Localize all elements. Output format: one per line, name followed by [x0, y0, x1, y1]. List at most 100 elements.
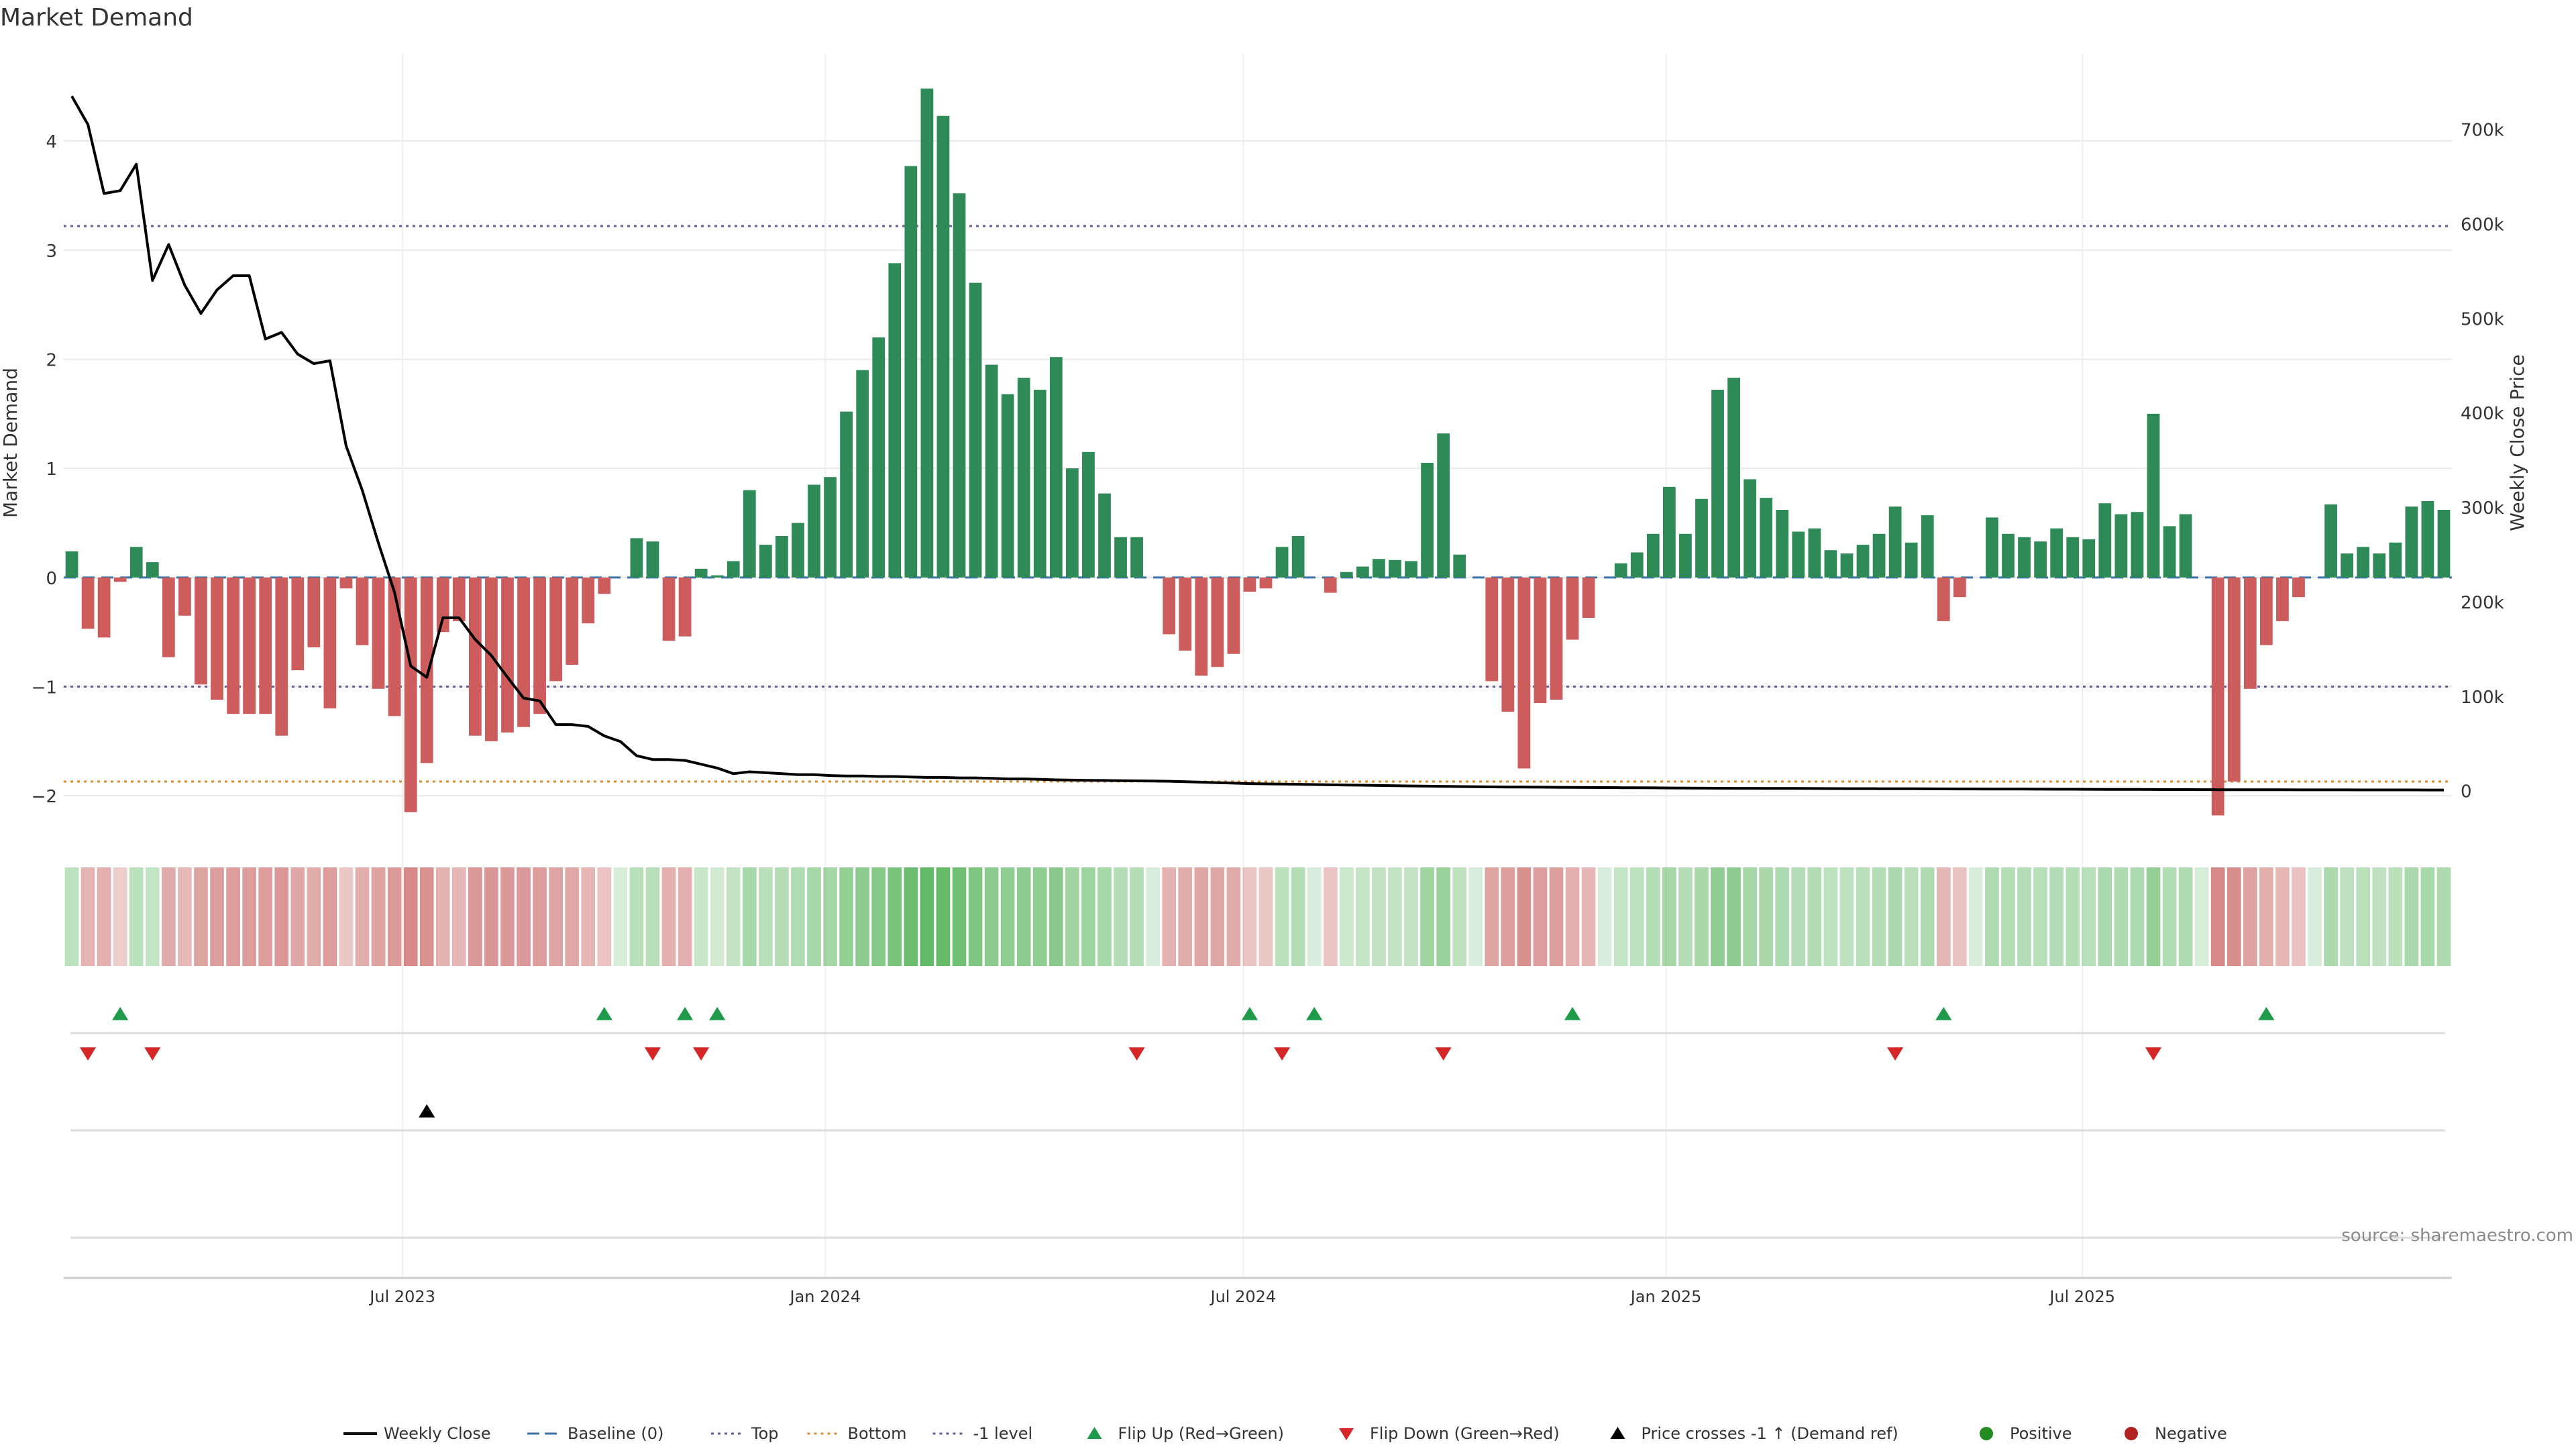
- heat-cell-negative: [1258, 867, 1273, 966]
- heat-cell-positive: [1032, 867, 1047, 966]
- weekly-close-line: [70, 95, 2444, 792]
- weekly-close-line-layer: [70, 95, 2444, 792]
- demand-bar-negative: [227, 577, 239, 714]
- demand-bar-positive: [1904, 542, 1918, 578]
- demand-bar-positive: [1808, 528, 1821, 578]
- heat-cell-positive: [1291, 867, 1305, 966]
- demand-bar-positive: [1453, 554, 1466, 578]
- x-tick-label: Jul 2024: [1210, 1287, 1277, 1306]
- heat-cell-positive: [2001, 867, 2015, 966]
- demand-bar-negative: [1534, 577, 1547, 703]
- heat-cell-negative: [1194, 867, 1209, 966]
- demand-bar-positive: [2002, 533, 2015, 578]
- x-tick-label: Jan 2025: [1629, 1287, 1702, 1306]
- demand-bar-negative: [404, 577, 417, 812]
- demand-bar-positive: [1662, 486, 1676, 578]
- heat-cell-positive: [1662, 867, 1676, 966]
- heat-cell-positive: [1646, 867, 1660, 966]
- demand-bar-negative: [517, 577, 530, 727]
- heat-cell-negative: [451, 867, 466, 966]
- demand-bar-negative: [97, 577, 111, 638]
- heat-cell-positive: [2372, 867, 2387, 966]
- legend-label: Negative: [2155, 1424, 2227, 1443]
- demand-bar-positive: [1888, 506, 1902, 578]
- heat-cell-positive: [2404, 867, 2419, 966]
- demand-bar-positive: [1727, 378, 1740, 578]
- demand-bar-positive: [2082, 539, 2096, 578]
- legend-symbol-circle: [1980, 1427, 1993, 1440]
- flip-down-marker: [1273, 1047, 1291, 1061]
- heat-cell-negative: [242, 867, 256, 966]
- demand-bar-positive: [1711, 390, 1724, 578]
- y-axis-label-left: Market Demand: [0, 368, 21, 518]
- flip-down-marker: [1128, 1047, 1145, 1061]
- heat-cell-negative: [323, 867, 337, 966]
- heat-cell-negative: [581, 867, 596, 966]
- demand-bar-negative: [468, 577, 482, 736]
- demand-bar-negative: [243, 577, 256, 714]
- y-tick-label-left: 1: [46, 460, 57, 480]
- chart-legend: Weekly Close Baseline (0) Top Bottom -1 leve…: [343, 1424, 2227, 1443]
- demand-bar-negative: [582, 577, 595, 624]
- demand-bar-positive: [2050, 528, 2063, 578]
- heat-cell-negative: [2259, 867, 2273, 966]
- y-tick-label-right: 700k: [2461, 121, 2504, 141]
- demand-bar-positive: [1614, 563, 1627, 578]
- demand-bar-negative: [323, 577, 337, 709]
- heat-cell-positive: [1307, 867, 1322, 966]
- heat-cell-negative: [1162, 867, 1177, 966]
- legend-symbol-triangle-up: [1087, 1427, 1102, 1439]
- demand-bar-positive: [2389, 542, 2402, 578]
- demand-bar-positive: [1856, 545, 1870, 578]
- heat-cell-positive: [759, 867, 773, 966]
- demand-bar-positive: [1017, 378, 1030, 578]
- demand-bar-positive: [2163, 526, 2176, 578]
- demand-bar-negative: [1953, 577, 1966, 598]
- demand-bar-positive: [1986, 517, 1998, 578]
- demand-bar-positive: [759, 545, 772, 578]
- demand-bar-positive: [2179, 514, 2192, 578]
- demand-bar-negative: [372, 577, 385, 689]
- flip-up-marker: [1564, 1007, 1581, 1020]
- demand-bar-positive: [2405, 506, 2418, 578]
- flip-up-marker: [1935, 1007, 1952, 1020]
- demand-bar-positive: [2357, 547, 2370, 578]
- demand-bar-positive: [694, 568, 708, 578]
- flip-up-marker: [1241, 1007, 1258, 1020]
- heat-cell-positive: [2017, 867, 2031, 966]
- demand-bar-positive: [727, 561, 740, 578]
- grid-layer: [64, 54, 2452, 1278]
- demand-bar-positive: [630, 538, 643, 578]
- heat-cell-negative: [435, 867, 450, 966]
- demand-bar-negative: [356, 577, 369, 645]
- demand-bar-positive: [1033, 390, 1046, 578]
- heat-cell-positive: [1823, 867, 1838, 966]
- heat-cell-positive: [2178, 867, 2193, 966]
- heat-cell-positive: [1388, 867, 1402, 966]
- demand-bar-positive: [840, 411, 853, 578]
- legend-label: -1 level: [973, 1424, 1033, 1443]
- heat-cell-positive: [839, 867, 853, 966]
- demand-bar-positive: [2131, 512, 2144, 578]
- heat-cell-positive: [1597, 867, 1612, 966]
- demand-bar-positive: [710, 575, 724, 578]
- heat-cell-negative: [1936, 867, 1951, 966]
- demand-bar-positive: [2114, 514, 2128, 578]
- legend-label: Baseline (0): [568, 1424, 663, 1443]
- heat-cell-negative: [162, 867, 176, 966]
- demand-bar-negative: [1324, 577, 1337, 593]
- demand-bar-positive: [2341, 553, 2354, 578]
- legend-label: Positive: [2010, 1424, 2072, 1443]
- heat-cell-positive: [2065, 867, 2080, 966]
- heat-cell-negative: [2275, 867, 2290, 966]
- heat-cell-positive: [2388, 867, 2403, 966]
- heat-cell-positive: [968, 867, 983, 966]
- demand-bar-positive: [1437, 433, 1450, 578]
- heat-cell-negative: [113, 867, 127, 966]
- y-tick-label-right: 600k: [2461, 215, 2504, 235]
- heat-cell-positive: [807, 867, 821, 966]
- demand-bar-positive: [1679, 533, 1692, 578]
- heat-cell-positive: [2194, 867, 2209, 966]
- heat-cell-positive: [145, 867, 160, 966]
